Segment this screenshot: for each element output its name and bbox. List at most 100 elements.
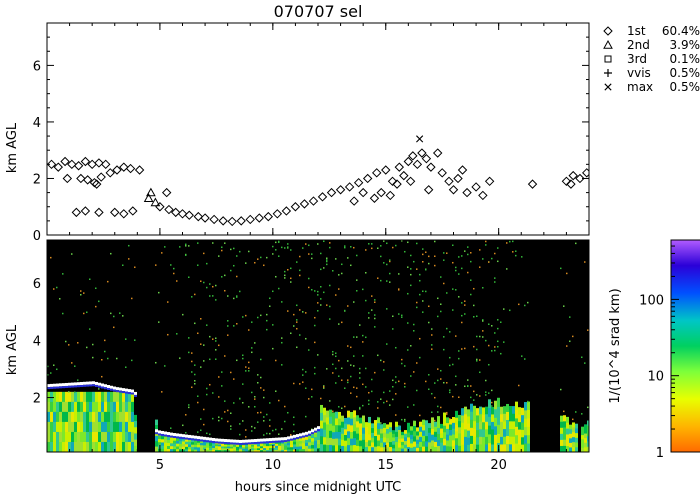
- heatmap-cell: [224, 242, 226, 244]
- heatmap-cell: [269, 450, 272, 452]
- bottom-y-axis-title: km AGL: [5, 324, 20, 375]
- heatmap-cell: [449, 391, 451, 394]
- heatmap-cell: [251, 430, 253, 432]
- cloud-base-cell: [188, 437, 191, 440]
- heatmap-cell: [362, 445, 365, 452]
- heatmap-cell: [398, 273, 400, 275]
- heatmap-cell: [209, 433, 211, 436]
- heatmap-cell: [410, 426, 413, 432]
- heatmap-cell: [383, 442, 386, 449]
- point-1st-diamond: [245, 214, 255, 225]
- heatmap-cell: [431, 428, 434, 436]
- heatmap-cell: [338, 274, 340, 276]
- heatmap-cell: [443, 381, 445, 384]
- point-1st-diamond: [91, 179, 102, 189]
- heatmap-cell: [77, 379, 79, 381]
- heatmap-cell: [446, 411, 448, 414]
- heatmap-cell: [83, 312, 85, 315]
- heatmap-cell: [119, 401, 122, 413]
- heatmap-cell: [509, 413, 512, 423]
- heatmap-cell: [455, 375, 457, 378]
- cloud-base-cell: [125, 388, 128, 392]
- heatmap-cell: [194, 440, 197, 444]
- heatmap-cell: [410, 375, 412, 377]
- heatmap-cell: [497, 415, 500, 426]
- heatmap-cell: [584, 433, 587, 440]
- cloud-base-cell: [161, 430, 164, 434]
- heatmap-cell: [206, 441, 209, 445]
- heatmap-cell: [251, 425, 253, 428]
- heatmap-cell: [449, 440, 452, 448]
- heatmap-cell: [389, 427, 392, 434]
- heatmap-cell: [389, 447, 392, 452]
- heatmap-cell: [485, 240, 487, 243]
- heatmap-cell: [86, 411, 89, 423]
- legend: 1st 60.4%2nd 3.9%3rd 0.1%vvis 0.5%max 0.5%: [603, 24, 700, 94]
- cloud-base-cell: [287, 436, 290, 440]
- heatmap-cell: [458, 256, 460, 258]
- heatmap-cell: [560, 388, 562, 391]
- heatmap-cell: [257, 446, 260, 450]
- heatmap-cell: [416, 427, 419, 433]
- heatmap-cell: [392, 430, 395, 435]
- heatmap-cell: [476, 394, 478, 396]
- heatmap-cell: [356, 387, 358, 389]
- heatmap-cell: [518, 429, 521, 439]
- heatmap-cell: [257, 316, 259, 319]
- heatmap-cell: [440, 310, 442, 313]
- heatmap-cell: [359, 406, 361, 409]
- heatmap-cell: [197, 401, 199, 404]
- heatmap-cell: [92, 431, 95, 443]
- heatmap-cell: [341, 439, 344, 447]
- heatmap-cell: [128, 244, 130, 247]
- cloud-base-cell: [86, 381, 89, 385]
- heatmap-cell: [194, 373, 196, 376]
- heatmap-cell: [569, 438, 572, 444]
- heatmap-cell: [164, 448, 167, 452]
- heatmap-cell: [173, 446, 176, 451]
- point-1st-diamond: [272, 209, 283, 219]
- heatmap-cell: [203, 447, 206, 451]
- heatmap-cell: [254, 261, 256, 264]
- point-1st-diamond: [376, 187, 386, 198]
- heatmap-cell: [272, 447, 275, 451]
- heatmap-cell: [476, 335, 478, 338]
- heatmap-cell: [374, 436, 377, 443]
- heatmap-cell: [260, 450, 263, 452]
- heatmap-cell: [299, 269, 301, 272]
- heatmap-cell: [587, 329, 589, 331]
- heatmap-cell: [383, 432, 386, 439]
- bottom-y-tick-label: 6: [33, 277, 41, 292]
- heatmap-cell: [290, 433, 292, 436]
- heatmap-cell: [434, 436, 437, 443]
- heatmap-cell: [410, 284, 412, 287]
- point-1st-diamond: [369, 193, 380, 203]
- heatmap-cell: [182, 313, 184, 316]
- heatmap-cell: [182, 446, 185, 451]
- heatmap-cell: [89, 441, 92, 452]
- heatmap-cell: [287, 269, 289, 271]
- legend-label: vvis: [627, 66, 651, 80]
- heatmap-cell: [116, 431, 119, 443]
- heatmap-cell: [353, 424, 356, 433]
- point-1st-diamond: [110, 207, 120, 218]
- cloud-base-cell: [317, 429, 320, 432]
- heatmap-cell: [50, 421, 53, 433]
- heatmap-cell: [518, 303, 520, 306]
- heatmap-cell: [245, 436, 247, 438]
- heatmap-cell: [566, 440, 569, 448]
- cloud-base-cell: [239, 442, 242, 445]
- heatmap-cell: [62, 312, 64, 315]
- point-1st-diamond: [290, 202, 301, 212]
- heatmap-cell: [374, 446, 377, 452]
- heatmap-cell: [380, 359, 382, 362]
- heatmap-cell: [470, 411, 473, 421]
- heatmap-cell: [191, 352, 193, 354]
- heatmap-cell: [239, 443, 242, 447]
- heatmap-cell: [182, 438, 185, 443]
- cloud-base-cell: [80, 385, 83, 388]
- heatmap-cell: [83, 292, 85, 294]
- heatmap-cell: [413, 371, 415, 373]
- heatmap-cell: [482, 437, 485, 446]
